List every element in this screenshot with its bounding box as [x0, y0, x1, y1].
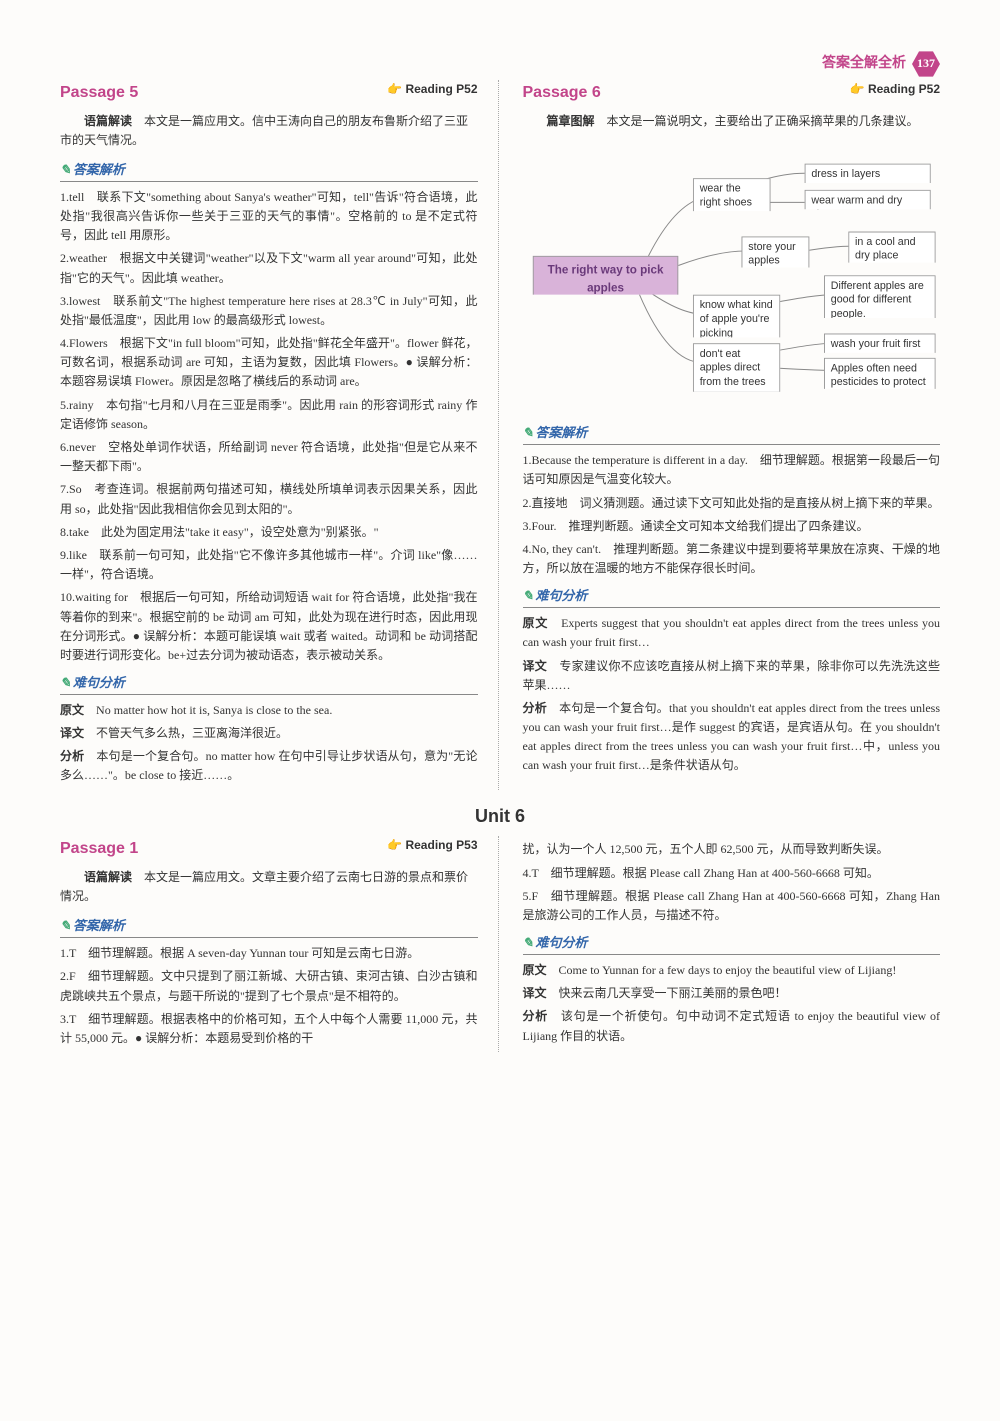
p6-item-2: 2.直接地 词义猜测题。通过读下文可知此处指的是直接从树上摘下来的苹果。	[523, 494, 941, 513]
mm-node-c: know what kind of apple you're picking	[692, 294, 779, 337]
u6-trans-text: 快来云南几天享受一下丽江美丽的景色吧！	[559, 986, 787, 1000]
unit6-columns: Passage 1 Reading P53 语篇解读 本文是一篇应用文。文章主要…	[60, 836, 940, 1052]
u6p1-reading-ref: Reading P53	[387, 836, 477, 855]
mm-node-a: wear the right shoes	[692, 178, 770, 211]
mm-node-b: store your apples	[741, 236, 809, 267]
u6p1-title: Passage 1 Reading P53	[60, 836, 478, 862]
mm-node-a2: wear warm and dry shoes	[804, 190, 930, 209]
u6-cont: 扰，认为一个人 12,500 元，五个人即 62,500 元，从而导致判断失误。	[523, 840, 941, 859]
p6-orig-label: 原文	[523, 616, 549, 630]
right-column: Passage 6 Reading P52 篇章图解 本文是一篇说明文，主要给出…	[523, 80, 941, 790]
u6p1-answer-header: 答案解析	[60, 916, 478, 938]
p5-item-8: 8.take 此处为固定用法"take it easy"，设空处意为"别紧张。"	[60, 523, 478, 542]
mm-node-c1: Different apples are good for different …	[823, 275, 935, 318]
u6p1-item-3: 3.T 细节理解题。根据表格中的价格可知，五个人中每个人需要 11,000 元，…	[60, 1010, 478, 1048]
p6-hard-orig: 原文 Experts suggest that you shouldn't ea…	[523, 614, 941, 652]
p5-item-9: 9.like 联系前一句可知，此处指"它不像许多其他城市一样"。介词 like"…	[60, 546, 478, 584]
p6-item-4: 4.No, they can't. 推理判断题。第二条建议中提到要将苹果放在凉爽…	[523, 540, 941, 578]
p6-title-text: Passage 6	[523, 84, 601, 101]
p5-item-7: 7.So 考查连词。根据前两句描述可知，横线处所填单词表示因果关系，因此用 so…	[60, 480, 478, 518]
p6-orig-text: Experts suggest that you shouldn't eat a…	[523, 616, 941, 649]
mm-node-a1: dress in layers	[804, 163, 930, 182]
p5-title-text: Passage 5	[60, 84, 138, 101]
p6-reading-ref: Reading P52	[850, 80, 940, 99]
p5-reading-ref: Reading P52	[387, 80, 477, 99]
main-columns: Passage 5 Reading P52 语篇解读 本文是一篇应用文。信中王涛…	[60, 80, 940, 790]
u6p1-title-text: Passage 1	[60, 840, 138, 857]
p6-ana-label: 分析	[523, 701, 547, 715]
u6-item-4: 4.T 细节理解题。根据 Please call Zhang Han at 40…	[523, 864, 941, 883]
p6-hard-trans: 译文 专家建议你不应该吃直接从树上摘下来的苹果，除非你可以先洗洗这些苹果……	[523, 657, 941, 695]
unit6-left: Passage 1 Reading P53 语篇解读 本文是一篇应用文。文章主要…	[60, 836, 499, 1052]
p5-hard-trans: 译文 不管天气多么热，三亚离海洋很近。	[60, 724, 478, 743]
u6-hard-orig: 原文 Come to Yunnan for a few days to enjo…	[523, 961, 941, 980]
mm-node-d1: wash your fruit first	[823, 333, 935, 352]
u6-item-5: 5.F 细节理解题。根据 Please call Zhang Han at 40…	[523, 887, 941, 925]
p5-item-1: 1.tell 联系下文"something about Sanya's weat…	[60, 188, 478, 246]
p6-intro-label: 篇章图解	[547, 114, 595, 128]
header-title: 答案全解全析	[822, 53, 906, 75]
u6-hard-trans: 译文 快来云南几天享受一下丽江美丽的景色吧！	[523, 984, 941, 1003]
u6-hard-ana: 分析 该句是一个祈使句。句中动词不定式短语 to enjoy the beaut…	[523, 1007, 941, 1045]
p5-trans-label: 译文	[60, 726, 84, 740]
p6-item-3: 3.Four. 推理判断题。通读全文可知本文给我们提出了四条建议。	[523, 517, 941, 536]
page-header: 答案全解全析 137	[822, 50, 940, 78]
p6-intro: 篇章图解 本文是一篇说明文，主要给出了正确采摘苹果的几条建议。	[523, 112, 941, 131]
u6p1-intro-label: 语篇解读	[84, 870, 132, 884]
p5-hard-ana: 分析 本句是一个复合句。no matter how 在句中引导让步状语从句，意为…	[60, 747, 478, 785]
u6p1-intro: 语篇解读 本文是一篇应用文。文章主要介绍了云南七日游的景点和票价情况。	[60, 868, 478, 906]
p5-intro-label: 语篇解读	[84, 114, 132, 128]
passage5-title: Passage 5 Reading P52	[60, 80, 478, 106]
unit6-title: Unit 6	[60, 802, 940, 831]
p5-ana-text: 本句是一个复合句。no matter how 在句中引导让步状语从句，意为"无论…	[60, 749, 477, 782]
u6-orig-label: 原文	[523, 963, 547, 977]
p6-mindmap: The right way to pick apples wear the ri…	[523, 149, 941, 401]
u6-hard-header: 难句分析	[523, 933, 941, 955]
passage-6: Passage 6 Reading P52 篇章图解 本文是一篇说明文，主要给出…	[523, 80, 941, 776]
p5-item-5: 5.rainy 本句指"七月和八月在三亚是雨季"。因此用 rain 的形容词形式…	[60, 396, 478, 434]
p5-hard-header: 难句分析	[60, 673, 478, 695]
left-column: Passage 5 Reading P52 语篇解读 本文是一篇应用文。信中王涛…	[60, 80, 499, 790]
p5-orig-label: 原文	[60, 703, 84, 717]
p5-item-2: 2.weather 根据文中关键词"weather"以及下文"warm all …	[60, 249, 478, 287]
passage-5: Passage 5 Reading P52 语篇解读 本文是一篇应用文。信中王涛…	[60, 80, 478, 786]
p5-item-6: 6.never 空格处单词作状语，所给副词 never 符合语境，此处指"但是它…	[60, 438, 478, 476]
unit6-right: 扰，认为一个人 12,500 元，五个人即 62,500 元，从而导致判断失误。…	[523, 836, 941, 1052]
p6-trans-label: 译文	[523, 659, 548, 673]
p6-item-1: 1.Because the temperature is different i…	[523, 451, 941, 489]
p6-answer-header: 答案解析	[523, 423, 941, 445]
p6-intro-text: 本文是一篇说明文，主要给出了正确采摘苹果的几条建议。	[607, 114, 919, 128]
mm-node-d2: Apples often need pesticides to protect …	[823, 358, 935, 389]
p5-item-3: 3.lowest 联系前文"The highest temperature he…	[60, 292, 478, 330]
p5-ana-label: 分析	[60, 749, 84, 763]
p5-trans-text: 不管天气多么热，三亚离海洋很近。	[96, 726, 288, 740]
u6-ana-text: 该句是一个祈使句。句中动词不定式短语 to enjoy the beautifu…	[523, 1009, 940, 1042]
mm-node-d: don't eat apples direct from the trees	[692, 343, 779, 392]
page-number-badge: 137	[912, 50, 940, 78]
p5-orig-text: No matter how hot it is, Sanya is close …	[96, 703, 332, 717]
p6-ana-text: 本句是一个复合句。that you shouldn't eat apples d…	[523, 701, 941, 773]
p5-answer-header: 答案解析	[60, 160, 478, 182]
p6-hard-header: 难句分析	[523, 586, 941, 608]
u6-ana-label: 分析	[523, 1009, 549, 1023]
p5-item-4: 4.Flowers 根据下文"in full bloom"可知，此处指"鲜花全年…	[60, 334, 478, 392]
p5-hard-orig: 原文 No matter how hot it is, Sanya is clo…	[60, 701, 478, 720]
passage6-title: Passage 6 Reading P52	[523, 80, 941, 106]
u6p1-item-1: 1.T 细节理解题。根据 A seven-day Yunnan tour 可知是…	[60, 944, 478, 963]
p5-intro: 语篇解读 本文是一篇应用文。信中王涛向自己的朋友布鲁斯介绍了三亚市的天气情况。	[60, 112, 478, 150]
u6-orig-text: Come to Yunnan for a few days to enjoy t…	[559, 963, 897, 977]
p6-trans-text: 专家建议你不应该吃直接从树上摘下来的苹果，除非你可以先洗洗这些苹果……	[523, 659, 940, 692]
p5-item-10: 10.waiting for 根据后一句可知，所给动词短语 wait for 符…	[60, 588, 478, 665]
mm-node-b1: in a cool and dry place	[848, 231, 935, 262]
u6p1-item-2: 2.F 细节理解题。文中只提到了丽江新城、大研古镇、束河古镇、白沙古镇和虎跳峡共…	[60, 967, 478, 1005]
mm-center: The right way to pick apples	[532, 256, 678, 295]
u6-trans-label: 译文	[523, 986, 547, 1000]
p6-hard-ana: 分析 本句是一个复合句。that you shouldn't eat apple…	[523, 699, 941, 776]
